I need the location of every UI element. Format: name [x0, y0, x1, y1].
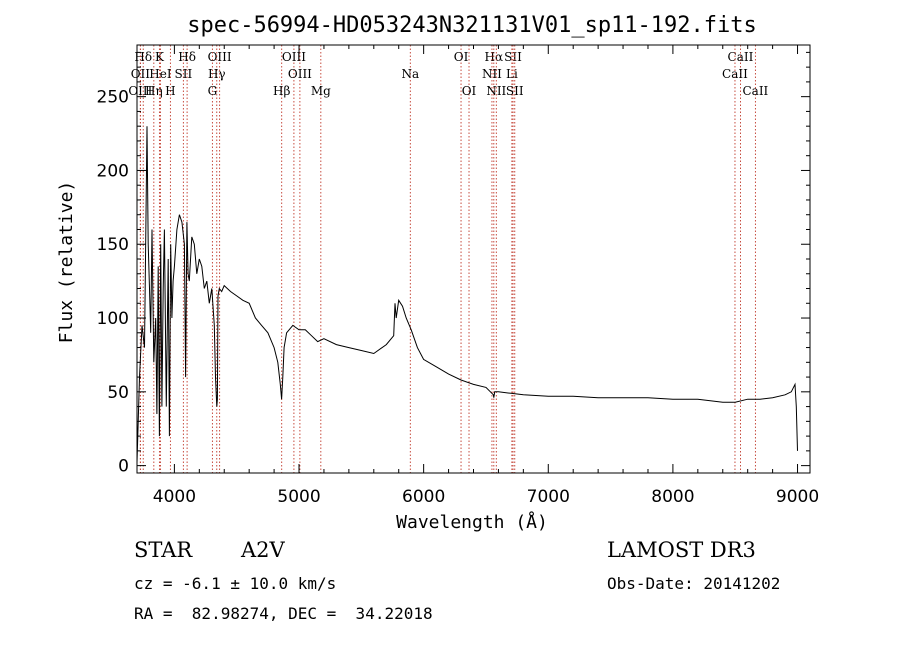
y-tick-label-150: 150	[97, 235, 129, 255]
plot-frame	[136, 44, 811, 474]
line-label-0: Hδ	[134, 50, 152, 64]
line-label-21: NII	[486, 84, 506, 98]
object-class: STAR	[134, 538, 193, 562]
x-tick-label-5000: 5000	[277, 487, 320, 507]
line-label-20: NII	[482, 67, 502, 81]
line-label-15: Mg	[311, 84, 331, 98]
line-label-9: OIII	[208, 50, 232, 64]
line-label-2: OIII	[128, 84, 152, 98]
chart-title: spec-56994-HD053243N321131V01_sp11-192.f…	[187, 13, 757, 38]
survey-name: LAMOST DR3	[607, 538, 756, 562]
coordinates: RA = 82.98274, DEC = 34.22018	[134, 604, 433, 623]
object-subclass: A2V	[241, 538, 285, 562]
line-label-10: Hγ	[208, 67, 226, 81]
x-tick-label-8000: 8000	[651, 487, 694, 507]
line-label-4: HeI	[149, 67, 172, 81]
y-tick-label-100: 100	[97, 309, 129, 329]
y-tick-label-250: 250	[97, 88, 129, 108]
line-label-14: Hβ	[273, 84, 290, 98]
x-tick-label-7000: 7000	[527, 487, 570, 507]
x-tick-label-4000: 4000	[153, 487, 196, 507]
line-label-25: CaII	[728, 50, 754, 64]
flux-series-line	[136, 126, 798, 463]
line-label-26: CaII	[722, 67, 748, 81]
y-axis-label: Flux (relative)	[56, 181, 77, 344]
line-label-23: Li	[506, 67, 518, 81]
line-label-5: Hη	[145, 84, 163, 98]
line-label-7: SII	[175, 67, 193, 81]
y-tick-label-50: 50	[107, 383, 129, 403]
x-tick-label-6000: 6000	[402, 487, 445, 507]
line-label-12: OIII	[282, 50, 306, 64]
line-label-11: G	[208, 84, 218, 98]
line-label-18: OI	[462, 84, 477, 98]
line-label-16: Na	[401, 67, 419, 81]
line-label-13: OIII	[288, 67, 312, 81]
line-label-8: Hδ	[178, 50, 196, 64]
obs-date: Obs-Date: 20141202	[607, 574, 781, 593]
x-tick-label-9000: 9000	[776, 487, 819, 507]
x-axis-label: Wavelength (Å)	[396, 511, 548, 533]
line-label-27: CaII	[742, 84, 768, 98]
y-tick-label-200: 200	[97, 161, 129, 181]
cz-value: cz = -6.1 ± 10.0 km/s	[134, 574, 337, 593]
axis-ticks: 4000 5000 6000 7000 8000 9000 0 50 100 150 200 250	[97, 45, 819, 507]
line-label-6: H	[165, 84, 175, 98]
y-tick-label-0: 0	[118, 457, 129, 477]
line-label-3: K	[155, 50, 165, 64]
line-label-17: OI	[454, 50, 469, 64]
line-label-19: Hα	[485, 50, 504, 64]
line-label-24: SII	[506, 84, 524, 98]
line-label-22: SII	[504, 50, 522, 64]
